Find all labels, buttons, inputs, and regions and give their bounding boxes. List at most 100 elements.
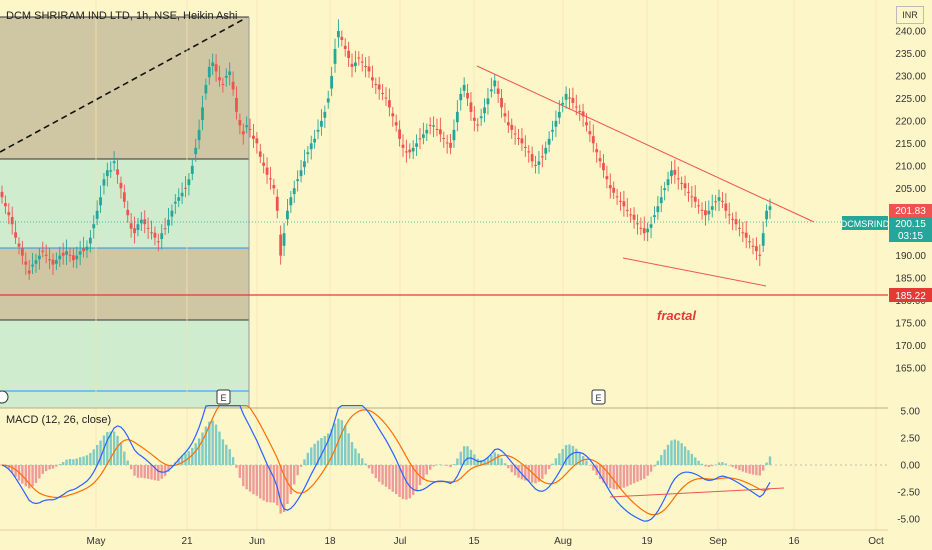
candle-body xyxy=(34,260,38,264)
candle-body xyxy=(309,143,313,150)
macd-histogram-bar xyxy=(282,465,286,513)
candle-body xyxy=(102,179,106,186)
macd-histogram-bar xyxy=(194,443,197,465)
candle-body xyxy=(693,196,697,202)
candle-body xyxy=(751,245,755,247)
macd-histogram-bar xyxy=(520,465,524,480)
candle-body xyxy=(51,259,55,265)
time-axis[interactable] xyxy=(0,530,888,550)
macd-histogram-bar xyxy=(177,458,180,465)
macd-histogram-bar xyxy=(269,465,272,503)
candle-body xyxy=(190,165,194,174)
candle-body xyxy=(133,228,136,234)
macd-histogram-bar xyxy=(255,465,259,496)
macd-histogram-bar xyxy=(738,465,741,471)
macd-histogram-bar xyxy=(609,465,612,489)
candle-body xyxy=(350,63,354,67)
candle-body xyxy=(129,223,133,229)
dashed-diagonal xyxy=(0,17,247,153)
macd-histogram-bar xyxy=(724,463,728,465)
macd-histogram-bar xyxy=(146,465,150,479)
candle-body xyxy=(282,233,286,246)
macd-histogram-bar xyxy=(51,465,55,469)
price-tick-label: 215.00 xyxy=(895,139,926,150)
candle-body xyxy=(306,152,310,155)
time-tick-label: 16 xyxy=(788,536,800,547)
candle-body xyxy=(421,134,425,138)
candle-body xyxy=(646,228,650,233)
candle-body xyxy=(527,151,531,153)
candle-body xyxy=(333,48,337,64)
macd-histogram-bar xyxy=(238,465,242,478)
macd-histogram-bar xyxy=(272,465,276,503)
candle-body xyxy=(506,122,510,126)
macd-histogram-bar xyxy=(622,465,626,488)
candle-body xyxy=(639,227,643,229)
macd-histogram-bar xyxy=(320,438,323,465)
macd-histogram-bar xyxy=(214,424,218,465)
candle-body xyxy=(523,146,527,148)
candle-body xyxy=(238,119,242,126)
candle-body xyxy=(445,142,449,144)
candle-body xyxy=(235,97,238,112)
candle-body xyxy=(184,187,187,189)
macd-histogram xyxy=(0,418,772,514)
candle-body xyxy=(673,169,677,175)
lower-trendline[interactable] xyxy=(622,257,767,287)
macd-histogram-bar xyxy=(24,465,27,487)
price-tick-label: 220.00 xyxy=(895,116,926,127)
currency-button[interactable]: INR xyxy=(896,6,924,24)
candle-body xyxy=(755,246,758,252)
candle-body xyxy=(313,138,317,143)
macd-histogram-bar xyxy=(507,465,510,469)
candle-body xyxy=(31,264,34,267)
macd-histogram-bar xyxy=(279,465,282,514)
candle-body xyxy=(224,75,228,78)
macd-histogram-bar xyxy=(673,439,677,465)
macd-tick-label: 5.00 xyxy=(901,407,921,418)
macd-histogram-bar xyxy=(133,465,136,476)
macd-histogram-bar xyxy=(639,465,643,481)
candle-body xyxy=(534,164,537,166)
event-marker-1[interactable]: E xyxy=(216,389,231,405)
candle-body xyxy=(303,161,306,168)
time-tick-label: 15 xyxy=(468,536,480,547)
candle-body xyxy=(663,188,667,191)
macd-histogram-bar xyxy=(435,464,439,466)
candle-body xyxy=(398,129,401,139)
candle-body xyxy=(768,206,772,210)
support-price-value: 185.22 xyxy=(895,291,926,302)
macd-histogram-bar xyxy=(299,465,303,467)
macd-histogram-bar xyxy=(367,465,371,469)
candle-body xyxy=(758,254,762,256)
candle-body xyxy=(289,197,293,206)
macd-histogram-bar xyxy=(184,453,187,465)
macd-histogram-bar xyxy=(38,465,41,479)
candle-body xyxy=(211,62,215,67)
candle-body xyxy=(717,197,721,201)
candle-body xyxy=(17,243,21,247)
candle-body xyxy=(697,205,701,207)
candle-body xyxy=(629,214,633,216)
macd-histogram-bar xyxy=(391,465,394,492)
macd-histogram-bar xyxy=(347,433,350,465)
macd-histogram-bar xyxy=(92,449,95,465)
price-tick-label: 235.00 xyxy=(895,49,926,60)
candle-body xyxy=(666,179,670,186)
macd-histogram-bar xyxy=(544,465,547,475)
candle-body xyxy=(418,138,422,140)
macd-histogram-bar xyxy=(180,455,184,465)
macd-histogram-bar xyxy=(527,465,530,482)
candle-body xyxy=(704,210,707,216)
macd-trendline[interactable] xyxy=(609,487,785,498)
candle-body xyxy=(37,255,41,260)
upper-trendline[interactable] xyxy=(476,65,815,223)
macd-histogram-bar xyxy=(456,458,459,465)
macd-histogram-bar xyxy=(646,465,649,476)
macd-histogram-bar xyxy=(537,465,541,482)
candle-body xyxy=(364,66,368,68)
price-axis[interactable] xyxy=(888,0,932,550)
event-marker-2[interactable]: E xyxy=(591,389,606,405)
candle-body xyxy=(765,210,769,220)
